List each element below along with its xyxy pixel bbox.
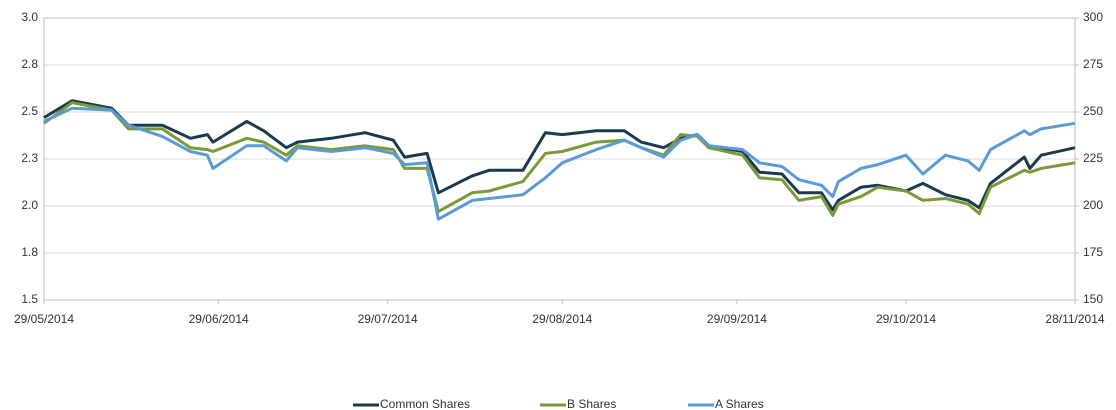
y-tick-label: 2.0 <box>21 198 38 212</box>
x-tick-label: 29/09/2014 <box>707 312 767 326</box>
y-tick-label: 2.3 <box>21 151 38 165</box>
y2-tick-label: 150 <box>1083 292 1103 306</box>
y2-tick-label: 225 <box>1083 151 1103 165</box>
y2-tick-label: 175 <box>1083 245 1103 259</box>
y-tick-label: 1.5 <box>21 292 38 306</box>
x-tick-label: 29/05/2014 <box>14 312 74 326</box>
legend-label: A Shares <box>715 397 764 410</box>
y-tick-label: 2.8 <box>21 57 38 71</box>
y-tick-label: 1.8 <box>21 245 38 259</box>
y-tick-label: 2.5 <box>21 104 38 118</box>
y2-tick-label: 275 <box>1083 57 1103 71</box>
y2-tick-label: 300 <box>1083 10 1103 24</box>
y-tick-label: 3.0 <box>21 10 38 24</box>
x-tick-label: 29/07/2014 <box>358 312 418 326</box>
x-tick-label: 29/06/2014 <box>189 312 249 326</box>
plot-frame <box>43 17 1076 301</box>
y2-tick-label: 200 <box>1083 198 1103 212</box>
line-series <box>43 106 1076 221</box>
x-tick-label: 29/10/2014 <box>876 312 936 326</box>
x-tick-label: 28/11/2014 <box>1045 312 1104 326</box>
line-series <box>43 99 1076 212</box>
x-tick-label: 29/08/2014 <box>532 312 592 326</box>
y2-tick-label: 250 <box>1083 104 1103 118</box>
legend-label: B Shares <box>567 397 616 410</box>
legend-label: Common Shares <box>380 397 470 410</box>
